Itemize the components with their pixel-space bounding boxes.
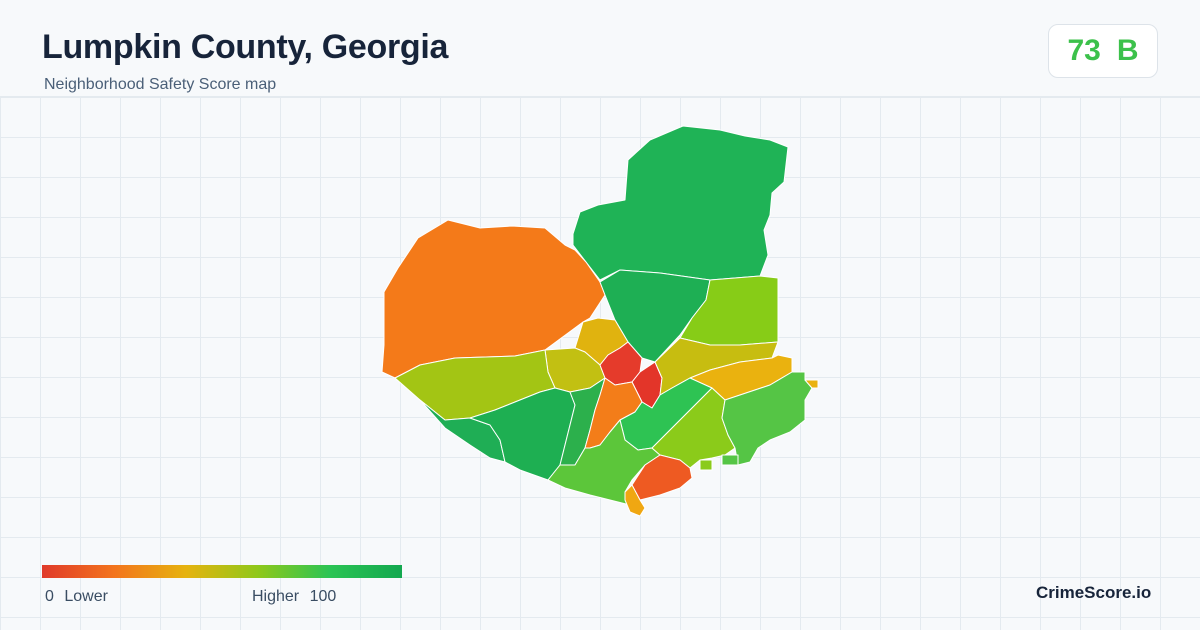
region-southeast[interactable] (721, 371, 813, 466)
brand-logo-text[interactable]: CrimeScore.io (1036, 583, 1152, 602)
region-north[interactable] (572, 125, 789, 281)
score-value: 73 (1067, 34, 1101, 67)
legend-high-label: Higher 100 (249, 588, 339, 606)
legend-higher: Higher (252, 588, 300, 605)
region-south[interactable] (547, 419, 661, 506)
region-south-tip[interactable] (624, 484, 646, 517)
score-grade: B (1116, 34, 1139, 67)
legend-gradient-bar (42, 565, 402, 578)
score-badge: 73 B (1048, 24, 1158, 78)
region-southeast-notch (721, 454, 739, 466)
page-title: Lumpkin County, Georgia (42, 28, 449, 66)
region-southeast-notch-2 (699, 459, 713, 471)
legend-min: 0 (45, 588, 54, 605)
region-east-notch (804, 379, 819, 389)
legend-lower: Lower (64, 588, 108, 605)
page-subtitle: Neighborhood Safety Score map (44, 76, 277, 93)
legend-low-label: 0 Lower (42, 588, 111, 606)
legend-max: 100 (309, 588, 337, 605)
header: Lumpkin County, Georgia Neighborhood Saf… (0, 0, 1200, 97)
